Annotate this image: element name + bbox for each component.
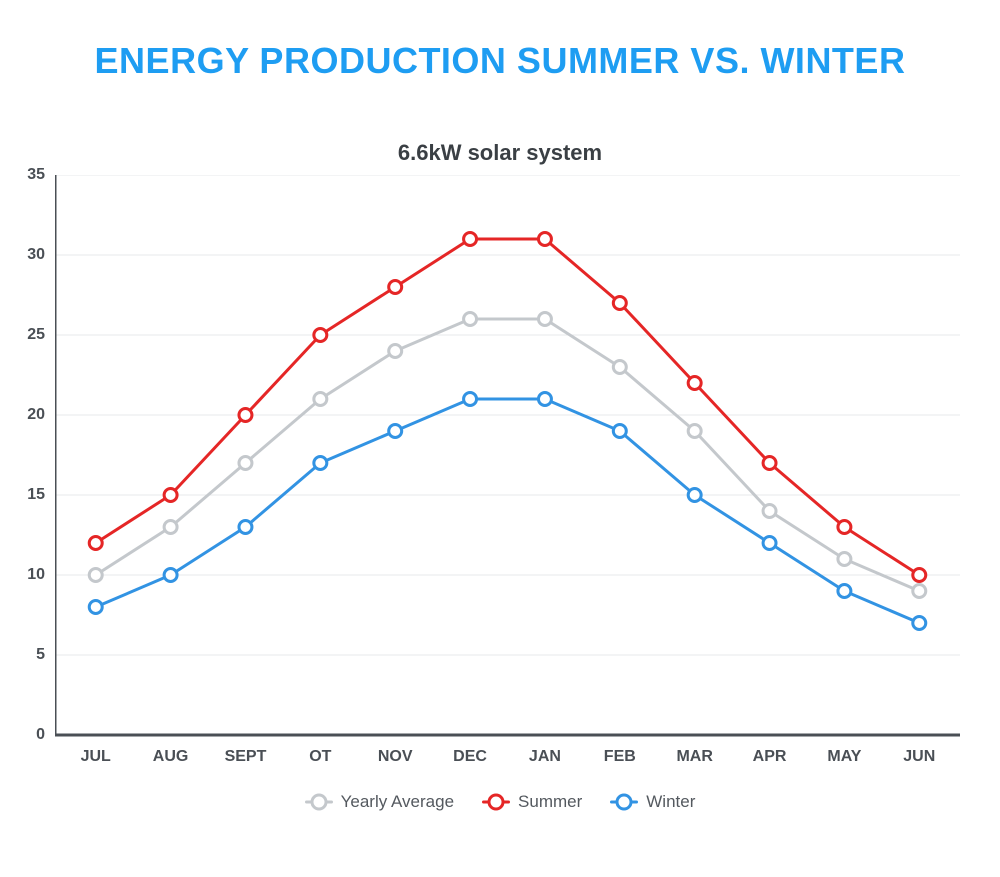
series-marker-yearly_average [763, 505, 776, 518]
x-tick-label: JUN [903, 748, 935, 765]
legend-item-yearly_average: Yearly Average [305, 792, 454, 812]
legend-label: Summer [518, 792, 582, 812]
series-marker-yearly_average [613, 361, 626, 374]
series-marker-summer [164, 489, 177, 502]
series-marker-winter [389, 425, 402, 438]
series-marker-summer [239, 409, 252, 422]
series-marker-summer [913, 569, 926, 582]
series-marker-winter [239, 521, 252, 534]
series-marker-yearly_average [164, 521, 177, 534]
x-tick-label: APR [753, 748, 787, 765]
series-line-yearly_average [96, 319, 920, 591]
y-tick-label: 35 [0, 166, 45, 184]
line-chart: JUL AUG SEPT OT NOV DEC JAN FEB MAR APR MAY JUN [55, 175, 960, 775]
x-tick-label: JAN [529, 748, 561, 765]
series-marker-summer [613, 297, 626, 310]
series-marker-yearly_average [89, 569, 102, 582]
series-marker-winter [763, 537, 776, 550]
series-marker-summer [763, 457, 776, 470]
series-marker-winter [913, 617, 926, 630]
legend-label: Winter [646, 792, 695, 812]
series-marker-summer [389, 281, 402, 294]
x-tick-label: AUG [153, 748, 189, 765]
x-tick-label: OT [309, 748, 331, 765]
chart-subtitle: 6.6kW solar system [0, 140, 1000, 166]
series-marker-yearly_average [688, 425, 701, 438]
legend-label: Yearly Average [341, 792, 454, 812]
legend-item-winter: Winter [610, 792, 695, 812]
x-tick-label: NOV [378, 748, 413, 765]
series-marker-summer [314, 329, 327, 342]
page: ENERGY PRODUCTION SUMMER VS. WINTER 6.6k… [0, 0, 1000, 877]
series-marker-yearly_average [239, 457, 252, 470]
series-marker-yearly_average [389, 345, 402, 358]
y-tick-label: 0 [0, 726, 45, 744]
series-marker-summer [688, 377, 701, 390]
y-tick-label: 20 [0, 406, 45, 424]
chart-main-title: ENERGY PRODUCTION SUMMER VS. WINTER [0, 40, 1000, 82]
y-tick-label: 30 [0, 246, 45, 264]
series-marker-yearly_average [538, 313, 551, 326]
series-marker-winter [89, 601, 102, 614]
series-marker-winter [688, 489, 701, 502]
x-tick-label: MAR [676, 748, 713, 765]
x-tick-label: MAY [827, 748, 861, 765]
series-marker-yearly_average [464, 313, 477, 326]
x-tick-label: DEC [453, 748, 487, 765]
legend-marker-icon [482, 795, 510, 809]
legend-item-summer: Summer [482, 792, 582, 812]
x-tick-label: FEB [604, 748, 636, 765]
series-marker-winter [164, 569, 177, 582]
legend-marker-icon [305, 795, 333, 809]
series-marker-yearly_average [838, 553, 851, 566]
y-tick-label: 15 [0, 486, 45, 504]
series-marker-summer [464, 233, 477, 246]
series-marker-yearly_average [913, 585, 926, 598]
series-marker-winter [314, 457, 327, 470]
x-tick-label: JUL [81, 748, 111, 765]
series-marker-yearly_average [314, 393, 327, 406]
series-marker-winter [838, 585, 851, 598]
series-marker-winter [464, 393, 477, 406]
series-marker-summer [838, 521, 851, 534]
series-marker-winter [613, 425, 626, 438]
series-line-summer [96, 239, 920, 575]
chart-legend: Yearly Average Summer Winter [0, 792, 1000, 812]
y-tick-label: 5 [0, 646, 45, 664]
series-marker-winter [538, 393, 551, 406]
series-marker-summer [89, 537, 102, 550]
series-marker-summer [538, 233, 551, 246]
x-tick-label: SEPT [225, 748, 267, 765]
line-chart-svg: JUL AUG SEPT OT NOV DEC JAN FEB MAR APR MAY JUN [55, 175, 960, 775]
y-tick-label: 25 [0, 326, 45, 344]
series-line-winter [96, 399, 920, 623]
y-tick-label: 10 [0, 566, 45, 584]
legend-marker-icon [610, 795, 638, 809]
